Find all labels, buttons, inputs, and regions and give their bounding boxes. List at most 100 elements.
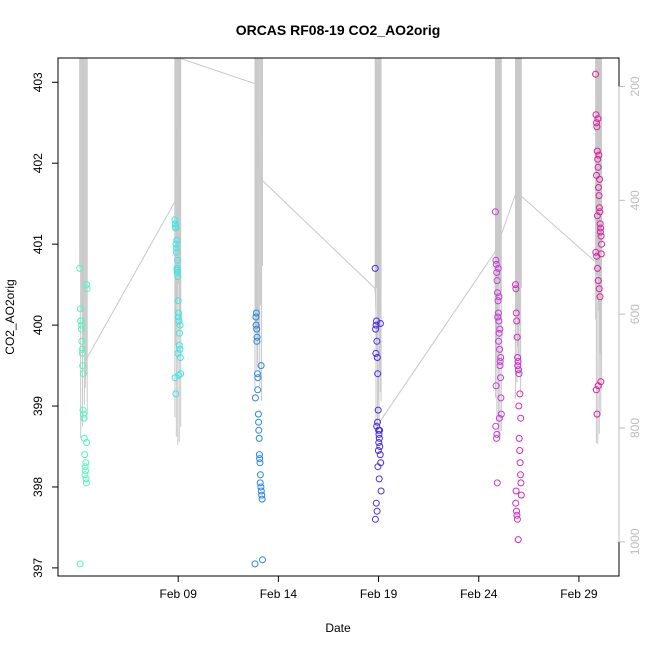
data-point <box>517 491 525 499</box>
data-point <box>492 260 500 268</box>
data-point <box>81 463 89 471</box>
data-point <box>255 426 263 434</box>
data-point <box>595 184 602 191</box>
data-point <box>372 321 380 329</box>
data-point <box>597 232 605 240</box>
data-point <box>254 410 262 418</box>
data-point <box>375 434 383 442</box>
series-rf10 <box>251 309 266 568</box>
data-point <box>496 358 504 365</box>
data-point <box>175 341 183 349</box>
data-point <box>82 467 89 475</box>
data-point <box>76 264 84 272</box>
series-rf12 <box>491 208 505 487</box>
data-point <box>516 390 524 398</box>
series-rf14 <box>592 70 605 418</box>
data-point <box>77 317 85 325</box>
data-point <box>251 560 259 568</box>
plot-frame <box>57 57 620 577</box>
data-point <box>176 329 183 337</box>
flight-burst <box>254 58 264 401</box>
flight-burst <box>514 58 522 399</box>
data-point <box>517 479 525 487</box>
y-tick-label: 403 <box>31 72 45 92</box>
data-point <box>497 394 505 402</box>
data-point <box>593 123 601 131</box>
data-point <box>495 329 503 337</box>
data-point <box>78 349 86 357</box>
data-point <box>494 297 502 305</box>
data-point <box>372 349 380 357</box>
data-point <box>516 447 524 454</box>
y2-tick-label: 600 <box>628 304 642 324</box>
data-point <box>83 285 91 293</box>
data-point <box>497 354 505 361</box>
y-tick-label: 400 <box>31 315 45 335</box>
data-point <box>174 256 182 264</box>
data-point <box>374 447 382 454</box>
x-tick-label: Feb 19 <box>360 587 398 601</box>
y2-axis: 200 400 600 800 1000 <box>618 76 642 555</box>
data-point <box>594 155 602 163</box>
data-point <box>496 345 504 353</box>
data-point <box>373 354 381 361</box>
data-point <box>491 208 499 216</box>
y-tick-label: 402 <box>31 153 45 173</box>
data-point <box>82 475 90 483</box>
data-point <box>79 406 87 414</box>
data-point <box>256 455 264 463</box>
data-point <box>598 240 605 248</box>
data-point <box>78 345 86 353</box>
data-point <box>375 475 383 483</box>
data-point <box>172 390 180 398</box>
data-point <box>493 430 501 438</box>
data-point <box>492 422 500 430</box>
data-point <box>493 479 501 487</box>
data-point <box>592 386 600 394</box>
x-tick-label: Feb 09 <box>160 587 198 601</box>
data-point <box>493 269 501 276</box>
data-point <box>79 362 87 370</box>
data-point <box>173 266 181 274</box>
data-point <box>176 345 184 353</box>
data-point <box>175 309 183 317</box>
data-point <box>515 370 523 378</box>
data-point <box>593 410 601 418</box>
data-point <box>492 382 500 390</box>
data-point <box>375 439 383 446</box>
data-point <box>495 293 503 301</box>
data-point <box>253 333 261 341</box>
data-point <box>374 370 382 378</box>
data-point <box>595 151 603 159</box>
data-point <box>593 119 600 127</box>
data-point <box>253 325 261 333</box>
series-rf13 <box>512 281 525 544</box>
y2-tick-label: 800 <box>628 418 642 438</box>
data-point <box>83 439 91 446</box>
data-point <box>83 281 91 289</box>
data-point <box>494 313 502 321</box>
y-axis: 397 398 399 400 401 402 403 <box>31 72 58 578</box>
data-point <box>172 222 179 230</box>
data-point <box>374 406 382 414</box>
data-point <box>494 289 501 297</box>
data-point <box>78 337 86 345</box>
data-point <box>173 248 180 256</box>
data-point <box>497 410 505 418</box>
data-point <box>171 220 179 228</box>
data-point <box>81 451 89 459</box>
data-point <box>593 212 601 220</box>
data-point <box>596 293 604 301</box>
data-point <box>514 536 522 544</box>
data-point <box>174 297 182 305</box>
data-point <box>175 317 183 325</box>
data-point <box>256 471 264 479</box>
y-tick-label: 401 <box>31 234 45 254</box>
data-point <box>513 507 520 515</box>
data-point <box>257 362 265 370</box>
data-point <box>80 434 88 442</box>
data-point <box>595 204 603 212</box>
series-rf11 <box>371 264 385 523</box>
data-point <box>176 321 184 329</box>
data-point <box>513 333 521 341</box>
